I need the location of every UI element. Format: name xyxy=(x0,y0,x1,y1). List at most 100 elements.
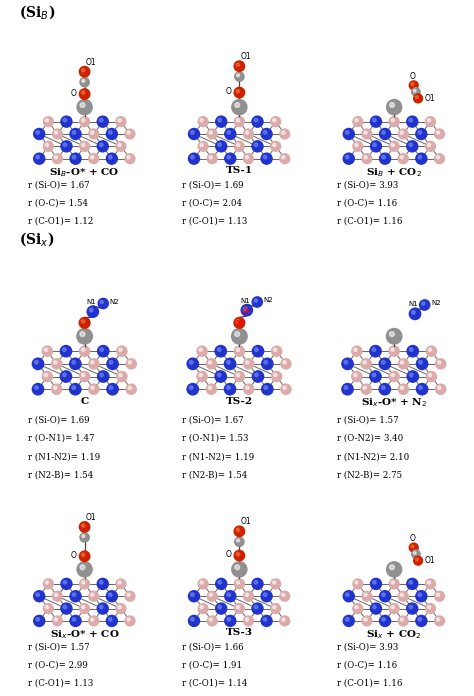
Circle shape xyxy=(100,606,103,609)
Circle shape xyxy=(34,615,45,626)
Circle shape xyxy=(263,617,267,621)
Text: r (Si-O)= 1.66: r (Si-O)= 1.66 xyxy=(182,642,244,651)
Circle shape xyxy=(236,90,239,93)
Circle shape xyxy=(100,373,103,377)
Circle shape xyxy=(426,603,435,613)
Circle shape xyxy=(282,156,285,159)
Circle shape xyxy=(428,374,432,377)
Circle shape xyxy=(236,319,239,323)
Circle shape xyxy=(264,386,267,390)
Circle shape xyxy=(116,579,126,589)
Circle shape xyxy=(100,348,103,351)
Circle shape xyxy=(187,383,199,395)
Circle shape xyxy=(225,129,236,139)
Circle shape xyxy=(428,143,430,147)
Circle shape xyxy=(282,593,285,596)
Circle shape xyxy=(35,386,38,390)
Circle shape xyxy=(235,331,240,337)
Circle shape xyxy=(435,129,445,139)
Circle shape xyxy=(107,383,118,395)
Circle shape xyxy=(344,361,348,364)
Circle shape xyxy=(127,131,130,134)
Circle shape xyxy=(355,143,358,147)
Circle shape xyxy=(36,155,39,159)
Circle shape xyxy=(435,592,445,601)
Circle shape xyxy=(372,373,376,377)
Circle shape xyxy=(435,616,445,626)
Text: r (N2-B)= 2.75: r (N2-B)= 2.75 xyxy=(337,470,402,480)
Circle shape xyxy=(225,591,236,602)
Text: r (O-C)= 2.04: r (O-C)= 2.04 xyxy=(182,198,242,207)
Circle shape xyxy=(390,565,394,569)
Circle shape xyxy=(363,361,366,364)
Circle shape xyxy=(400,618,403,621)
Circle shape xyxy=(410,308,420,319)
Circle shape xyxy=(125,154,135,164)
Circle shape xyxy=(390,331,394,337)
Circle shape xyxy=(364,156,367,159)
Circle shape xyxy=(215,371,227,382)
Circle shape xyxy=(272,346,282,356)
Circle shape xyxy=(416,153,427,164)
Circle shape xyxy=(82,143,85,147)
Circle shape xyxy=(398,129,408,139)
Circle shape xyxy=(387,100,401,115)
Circle shape xyxy=(63,580,67,584)
Text: O: O xyxy=(226,88,231,96)
Circle shape xyxy=(77,100,92,115)
Circle shape xyxy=(234,526,245,537)
Circle shape xyxy=(417,358,428,370)
Text: (Si$_B$): (Si$_B$) xyxy=(18,3,55,21)
Circle shape xyxy=(218,373,221,377)
Circle shape xyxy=(438,386,441,389)
Circle shape xyxy=(53,154,62,164)
Circle shape xyxy=(36,617,39,621)
Circle shape xyxy=(409,143,412,147)
Circle shape xyxy=(82,79,85,82)
Text: r (O-C)= 1.91: r (O-C)= 1.91 xyxy=(182,661,242,670)
Circle shape xyxy=(44,579,53,589)
Circle shape xyxy=(91,593,94,596)
Circle shape xyxy=(109,593,112,596)
Circle shape xyxy=(80,77,89,87)
Circle shape xyxy=(401,386,404,389)
Circle shape xyxy=(237,119,239,122)
Text: Si$_B$ + CO$_2$: Si$_B$ + CO$_2$ xyxy=(366,166,422,179)
Text: N2: N2 xyxy=(431,301,441,306)
Circle shape xyxy=(116,117,126,127)
Circle shape xyxy=(36,131,39,134)
Circle shape xyxy=(428,581,430,584)
Circle shape xyxy=(346,155,349,159)
Circle shape xyxy=(380,615,391,626)
Circle shape xyxy=(246,593,249,596)
Circle shape xyxy=(255,373,258,377)
Circle shape xyxy=(215,345,227,357)
Circle shape xyxy=(273,374,277,377)
Circle shape xyxy=(237,348,239,351)
Circle shape xyxy=(426,346,437,356)
Circle shape xyxy=(246,618,249,621)
Circle shape xyxy=(409,118,412,122)
Circle shape xyxy=(342,383,353,395)
Circle shape xyxy=(234,88,245,98)
Text: r (N1-N2)= 1.19: r (N1-N2)= 1.19 xyxy=(27,452,100,461)
Circle shape xyxy=(426,372,437,381)
Circle shape xyxy=(244,129,254,139)
Circle shape xyxy=(209,156,212,159)
Circle shape xyxy=(63,373,66,377)
Text: r (N1-N2)= 1.19: r (N1-N2)= 1.19 xyxy=(182,452,255,461)
Circle shape xyxy=(89,129,99,139)
Circle shape xyxy=(428,348,432,351)
Circle shape xyxy=(100,118,103,122)
Circle shape xyxy=(109,131,112,134)
Circle shape xyxy=(370,371,381,382)
Circle shape xyxy=(235,72,244,81)
Circle shape xyxy=(232,329,247,344)
Circle shape xyxy=(225,153,236,164)
Circle shape xyxy=(97,603,108,614)
Text: Si$_B$-O* + CO: Si$_B$-O* + CO xyxy=(49,166,120,179)
Circle shape xyxy=(255,348,258,351)
Circle shape xyxy=(418,131,421,134)
Circle shape xyxy=(207,129,217,139)
Circle shape xyxy=(271,603,281,613)
